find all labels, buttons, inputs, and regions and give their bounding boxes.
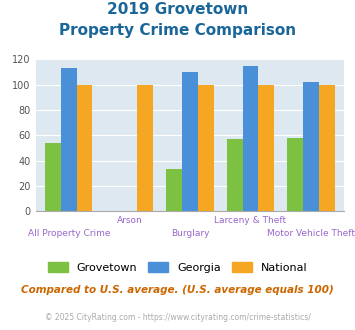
Text: Motor Vehicle Theft: Motor Vehicle Theft — [267, 229, 355, 238]
Bar — [288, 138, 303, 211]
Text: Burglary: Burglary — [171, 229, 209, 238]
Bar — [303, 82, 319, 211]
Text: Larceny & Theft: Larceny & Theft — [214, 216, 286, 225]
Bar — [61, 68, 77, 211]
Text: 2019 Grovetown: 2019 Grovetown — [107, 2, 248, 16]
Bar — [227, 139, 242, 211]
Text: Property Crime Comparison: Property Crime Comparison — [59, 23, 296, 38]
Bar — [77, 85, 92, 211]
Text: Compared to U.S. average. (U.S. average equals 100): Compared to U.S. average. (U.S. average … — [21, 285, 334, 295]
Legend: Grovetown, Georgia, National: Grovetown, Georgia, National — [43, 258, 312, 278]
Bar — [166, 170, 182, 211]
Bar — [137, 85, 153, 211]
Text: All Property Crime: All Property Crime — [28, 229, 110, 238]
Bar — [319, 85, 335, 211]
Text: © 2025 CityRating.com - https://www.cityrating.com/crime-statistics/: © 2025 CityRating.com - https://www.city… — [45, 313, 310, 322]
Text: Arson: Arson — [116, 216, 142, 225]
Bar — [258, 85, 274, 211]
Bar — [242, 66, 258, 211]
Bar — [182, 72, 198, 211]
Bar — [198, 85, 214, 211]
Bar — [45, 143, 61, 211]
